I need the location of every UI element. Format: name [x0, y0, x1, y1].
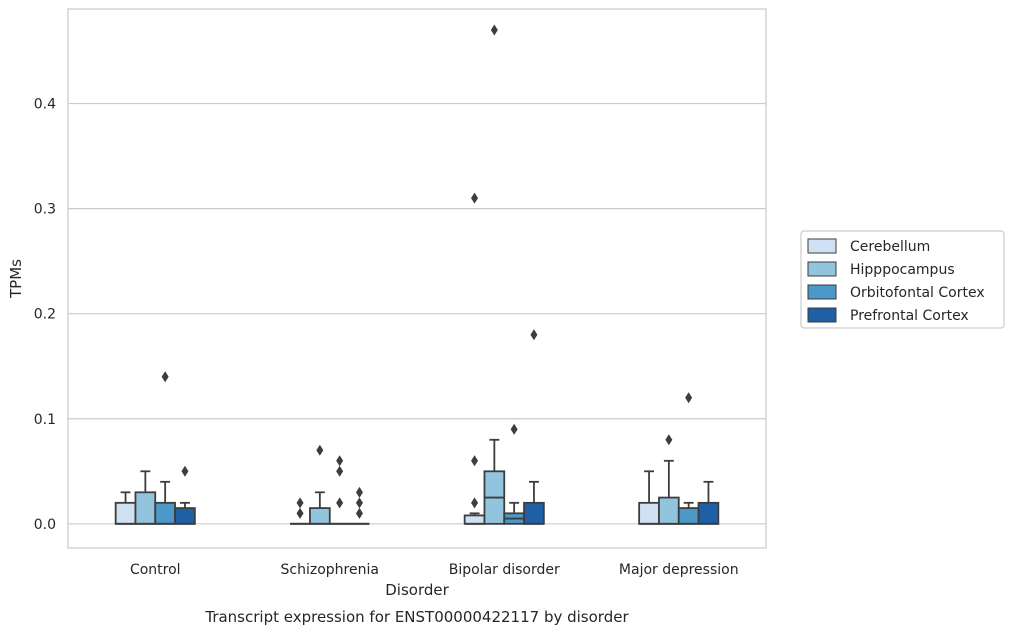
box-body [697, 501, 720, 525]
legend-label: Orbitofontal Cortex [850, 285, 985, 301]
box-body [677, 507, 700, 525]
outlier-point [355, 497, 363, 509]
outlier-point [161, 371, 169, 383]
legend: Cerebellum Hipppocampus Orbitofontal Corte… [800, 230, 1005, 329]
legend-swatch [807, 284, 837, 300]
y-tick-label: 0.0 [34, 517, 56, 533]
legend-frame [800, 230, 1005, 329]
outlier-point [471, 192, 479, 204]
box [154, 371, 176, 525]
outlier-point [471, 497, 479, 509]
box-body [658, 496, 680, 525]
box [114, 491, 137, 525]
box [309, 444, 331, 525]
x-axis-ticks: Control Schizophrenia Bipolar disorder Majo… [130, 562, 739, 578]
box-series [114, 24, 720, 525]
y-axis-label: TPMs [7, 259, 25, 299]
legend-swatch [807, 307, 837, 323]
box-body [463, 514, 486, 525]
box-body [638, 501, 660, 525]
outlier-point [530, 329, 538, 341]
box-body [523, 501, 545, 525]
box [290, 497, 310, 525]
outlier-point [316, 444, 324, 456]
y-tick-label: 0.3 [34, 202, 56, 218]
legend-label: Prefrontal Cortex [850, 308, 969, 324]
box [463, 192, 486, 525]
outlier-point [685, 392, 693, 404]
outlier-point [510, 423, 518, 435]
box [697, 480, 720, 525]
box-body [134, 491, 157, 525]
outlier-point [355, 507, 363, 519]
outlier-point [296, 497, 304, 509]
box [349, 486, 370, 525]
box [174, 465, 196, 525]
outlier-point [296, 507, 304, 519]
box-body [114, 501, 137, 525]
box [503, 423, 525, 525]
outlier-point [181, 465, 189, 477]
x-tick-label: Bipolar disorder [449, 562, 560, 578]
box [677, 392, 700, 525]
legend-label: Cerebellum [850, 239, 930, 255]
outlier-point [336, 497, 344, 509]
x-tick-label: Schizophrenia [281, 562, 379, 578]
outlier-point [471, 455, 479, 467]
box [329, 455, 350, 525]
legend-label: Hipppocampus [850, 262, 955, 278]
outlier-point [490, 24, 498, 36]
outlier-point [336, 465, 344, 477]
outlier-point [336, 455, 344, 467]
x-axis-label: Disorder [385, 581, 449, 599]
y-tick-label: 0.4 [34, 97, 56, 113]
outlier-point [665, 434, 673, 446]
chart-title: Transcript expression for ENST0000042211… [204, 608, 629, 626]
box-body [174, 507, 196, 525]
box [523, 329, 545, 525]
x-tick-label: Control [130, 562, 181, 578]
y-tick-label: 0.1 [34, 412, 56, 428]
plot-area [67, 8, 767, 549]
box-body [309, 507, 331, 525]
box [483, 24, 506, 525]
y-axis-ticks: 0.0 0.1 0.2 0.3 0.4 [34, 97, 56, 533]
box-body [154, 501, 176, 525]
legend-swatch [807, 238, 837, 254]
outlier-point [355, 486, 363, 498]
legend-swatch [807, 261, 837, 277]
box [638, 470, 660, 525]
grid-lines [68, 102, 766, 525]
box [134, 470, 157, 525]
x-tick-label: Major depression [619, 562, 739, 578]
box [658, 434, 680, 525]
y-tick-label: 0.2 [34, 307, 56, 323]
